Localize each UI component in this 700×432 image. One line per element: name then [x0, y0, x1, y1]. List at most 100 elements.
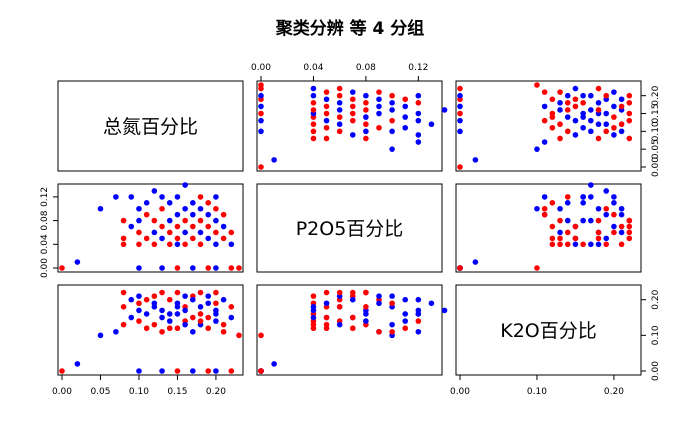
- point-0-1-49: [389, 100, 395, 106]
- point-1-2-60: [603, 205, 610, 212]
- point-0-2-4: [626, 135, 633, 142]
- point-1-0-19: [151, 217, 158, 224]
- point-2-1-1: [271, 361, 277, 367]
- point-2-1-66: [310, 314, 317, 321]
- point-2-0-4: [120, 289, 127, 296]
- y-tick-label-right-0-4: 0.20: [651, 85, 661, 105]
- points-group: [59, 82, 633, 374]
- point-0-2-13: [618, 128, 625, 135]
- y-tick-label-right-0-2: 0.10: [651, 121, 661, 141]
- point-0-2-29: [564, 114, 571, 120]
- point-0-1-59: [363, 92, 369, 99]
- point-1-2-40: [588, 182, 594, 188]
- point-2-0-33: [174, 325, 181, 332]
- point-0-2-3: [541, 139, 548, 145]
- point-1-0-3: [113, 194, 119, 200]
- point-0-2-0: [457, 164, 463, 170]
- point-0-2-49: [595, 100, 602, 106]
- panel-frame-0-1: [256, 80, 443, 172]
- point-1-0-16: [143, 211, 150, 218]
- point-2-0-67: [228, 304, 235, 310]
- point-0-2-6: [557, 135, 563, 142]
- point-1-0-17: [151, 241, 158, 248]
- panel-frame-0-2: [455, 80, 642, 172]
- point-0-2-23: [626, 117, 633, 124]
- point-0-1-9: [258, 128, 264, 135]
- point-2-0-41: [190, 368, 196, 374]
- point-1-0-48: [197, 217, 204, 224]
- y-tick-label-right-2-0: 0.00: [651, 361, 661, 381]
- panel-frame-1-2: [455, 183, 642, 273]
- point-0-1-27: [336, 114, 343, 120]
- point-2-0-54: [205, 293, 212, 299]
- point-0-1-23: [349, 117, 356, 124]
- point-0-1-52: [323, 96, 330, 103]
- point-1-2-12: [588, 217, 594, 224]
- point-1-2-6: [557, 241, 563, 248]
- point-2-0-42: [190, 314, 196, 321]
- x-tick-label-bottom-0-1: 0.05: [90, 387, 110, 397]
- point-2-0-40: [182, 307, 188, 314]
- point-1-0-68: [236, 265, 242, 271]
- point-2-0-27: [166, 296, 173, 303]
- point-1-2-58: [626, 229, 633, 236]
- point-0-2-54: [618, 96, 625, 103]
- point-1-0-4: [120, 217, 127, 224]
- point-2-1-33: [349, 325, 356, 332]
- point-0-2-11: [564, 128, 571, 135]
- point-1-0-30: [174, 265, 181, 271]
- point-0-2-67: [595, 85, 602, 92]
- point-1-2-63: [611, 223, 617, 230]
- point-1-2-53: [572, 223, 579, 230]
- point-2-0-64: [220, 328, 227, 335]
- point-2-1-53: [349, 314, 356, 321]
- point-2-0-34: [174, 300, 181, 307]
- point-0-1-47: [336, 100, 343, 106]
- point-1-0-13: [136, 205, 142, 212]
- point-0-1-29: [402, 114, 409, 120]
- point-2-0-12: [136, 307, 142, 314]
- point-2-0-46: [197, 311, 204, 317]
- point-0-1-3: [415, 139, 422, 145]
- x-tick-label-bottom-2-2: 0.20: [604, 387, 624, 397]
- panel-frame-2-2: [455, 284, 642, 376]
- point-1-0-38: [182, 217, 188, 224]
- point-1-0-59: [213, 217, 219, 224]
- chart-title: 聚类分辨 等 4 分组: [275, 18, 425, 39]
- point-0-1-68: [258, 82, 264, 88]
- point-1-0-24: [159, 205, 165, 212]
- y-tick-label-left-1-1: 0.04: [40, 234, 50, 254]
- point-1-0-34: [174, 211, 181, 218]
- point-0-2-14: [549, 124, 556, 131]
- point-2-0-22: [159, 314, 165, 321]
- point-1-0-62: [220, 235, 227, 242]
- point-0-1-11: [336, 128, 343, 135]
- point-2-1-3: [415, 328, 422, 335]
- point-1-2-57: [588, 241, 594, 248]
- point-0-1-46: [310, 100, 317, 106]
- point-0-2-25: [588, 117, 594, 124]
- point-0-2-41: [457, 103, 463, 110]
- point-1-0-28: [166, 217, 173, 224]
- point-0-1-36: [310, 107, 317, 113]
- point-0-1-10: [310, 128, 317, 135]
- point-2-0-1: [74, 361, 81, 367]
- point-0-2-19: [557, 121, 563, 128]
- point-1-0-65: [228, 265, 235, 271]
- point-1-0-6: [120, 241, 127, 248]
- point-0-1-61: [415, 92, 422, 99]
- point-2-0-24: [159, 328, 165, 335]
- point-1-2-59: [564, 217, 571, 224]
- point-1-2-36: [564, 241, 571, 248]
- point-2-0-66: [228, 314, 235, 321]
- point-2-1-62: [323, 321, 330, 328]
- point-0-2-8: [572, 132, 579, 138]
- point-2-1-45: [402, 296, 409, 303]
- point-0-1-32: [323, 110, 330, 117]
- point-0-2-22: [572, 117, 579, 124]
- panels-group: 总氮百分比 P2O5百分比 K2O百分比: [57, 80, 642, 376]
- point-1-2-52: [603, 235, 610, 242]
- point-0-2-39: [557, 107, 563, 113]
- point-2-0-2: [97, 332, 104, 339]
- point-1-0-52: [205, 235, 212, 242]
